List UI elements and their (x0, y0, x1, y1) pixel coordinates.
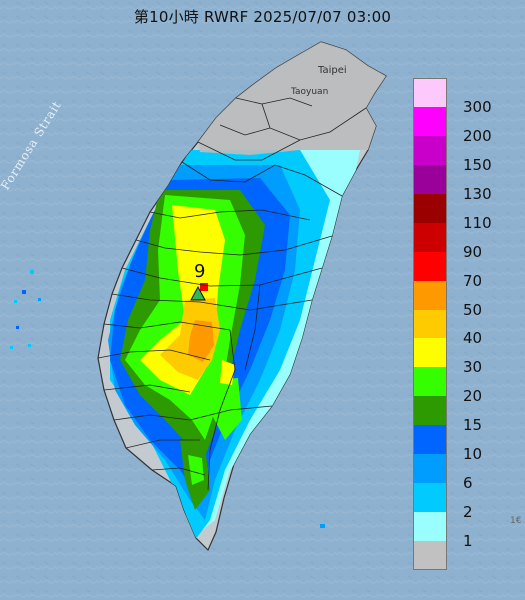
legend-swatch (413, 454, 447, 484)
legend-swatch (413, 280, 447, 310)
legend-label: 90 (463, 242, 483, 261)
legend-swatch (413, 367, 447, 397)
legend-swatch (413, 106, 447, 136)
legend-swatch (413, 396, 447, 426)
rainfall-legend: 300 200 150 130 110 90 70 50 40 30 20 15 10 6 2 1 (413, 78, 523, 570)
rank-marker-triangle (190, 285, 206, 301)
label-taoyuan: Taoyuan (291, 87, 329, 97)
legend-swatch (413, 164, 447, 194)
legend-label: 1 (463, 532, 473, 551)
legend-label: 110 (463, 213, 492, 232)
map-title: 第10小時 RWRF 2025/07/07 03:00 (133, 8, 392, 26)
legend-label: 20 (463, 387, 483, 406)
rank-marker-label: 9 (194, 261, 206, 282)
legend-label: 300 (463, 97, 492, 116)
legend-swatch (413, 251, 447, 281)
legend-swatch (413, 541, 447, 570)
legend-label: 30 (463, 358, 483, 377)
label-taipei: Taipei (318, 65, 347, 76)
legend-label: 150 (463, 155, 492, 174)
legend-label: 50 (463, 300, 483, 319)
offshore-rain (10, 270, 325, 528)
legend-label: 40 (463, 329, 483, 348)
legend-label: 10 (463, 445, 483, 464)
legend-label: 6 (463, 474, 473, 493)
legend-label: 200 (463, 126, 492, 145)
legend-swatch (413, 309, 447, 339)
rain-area-50mm (188, 320, 214, 362)
legend-swatch (413, 512, 447, 542)
legend-label: 130 (463, 184, 492, 203)
edge-partial-label: 1€ (510, 516, 522, 526)
legend-label: 2 (463, 503, 473, 522)
legend-swatch (413, 135, 447, 165)
legend-swatch (413, 338, 447, 368)
county-boundaries (97, 97, 367, 491)
legend-swatch (413, 78, 447, 107)
legend-swatch (413, 193, 447, 223)
legend-label: 70 (463, 271, 483, 290)
legend-swatch (413, 483, 447, 513)
legend-swatch (413, 425, 447, 455)
legend-label: 15 (463, 416, 483, 435)
legend-swatch (413, 222, 447, 252)
